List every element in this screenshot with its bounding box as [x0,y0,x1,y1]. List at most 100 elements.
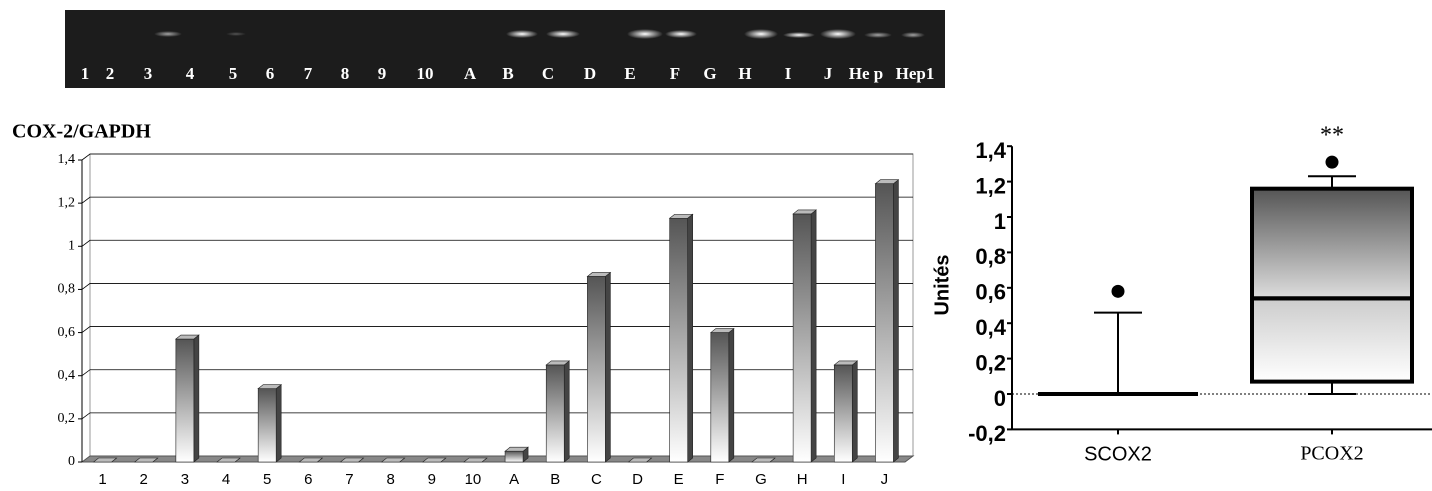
x-tick-label: 8 [386,471,394,488]
lane-label: E [624,64,635,83]
x-tick-label: 6 [304,471,312,488]
grid-line [81,283,913,290]
bar-side [193,334,200,463]
bar-top [133,457,159,463]
band [783,32,815,38]
bar [504,450,524,463]
box-lower [1250,296,1414,384]
bar-top [792,209,817,215]
lane-label: F [670,64,680,83]
x-tick-label: 2 [140,471,148,488]
bar-side [275,384,282,463]
bar-top [257,384,283,389]
x-tick-label: F [715,471,724,488]
grid-line [81,412,913,420]
lane-label: 5 [229,64,238,83]
bar-top [627,457,653,463]
y-tick-label: 1,2 [58,195,76,210]
floor [80,455,915,463]
band [226,32,246,36]
x-tick-label: G [755,471,767,488]
bar-top [216,457,241,463]
bar [792,213,812,463]
y-tick-label: 1,4 [975,138,1006,163]
bar-top [175,334,200,340]
box-upper [1250,186,1414,301]
y-tick-label: 1 [994,209,1006,234]
gel-background [65,10,945,88]
lane-label: He p [849,64,883,83]
bar-side [687,213,693,463]
bar [587,276,606,463]
x-tick-label: E [674,471,684,488]
x-tick-label: 3 [181,471,189,488]
bar-top [586,272,612,277]
annotation: ** [1320,123,1344,149]
bar-top [298,457,324,463]
band [627,29,663,39]
chart-title: COX-2/GAPDH [12,121,151,143]
lane-label: 3 [144,64,153,83]
band [901,32,925,38]
y-tick-label: 0,6 [58,325,76,340]
y-tick-label: 0,2 [975,350,1006,375]
grid-line [81,196,913,204]
x-tick-label: D [632,471,643,488]
y-tick-label: 0,4 [975,315,1006,340]
lane-label: C [542,64,554,83]
band [154,31,182,37]
bar-top [339,457,365,463]
x-tick-label: 7 [345,471,353,488]
bar-side [810,209,817,463]
bar-top [380,457,406,463]
bar-top [463,457,488,463]
bar [175,338,195,463]
x-tick-label: J [881,471,889,488]
x-tick-label: H [797,471,808,488]
lane-label: H [738,64,751,83]
x-tick-label: I [841,471,845,488]
lane-label: 4 [186,64,195,83]
lane-label: D [584,64,596,83]
bar [669,217,688,463]
x-tick-label: A [509,471,519,488]
bar [710,332,730,463]
bar-top [421,457,447,463]
lane-label: 7 [304,64,313,83]
bar-side [563,360,570,463]
band [744,29,778,39]
y-tick-label: 0,8 [975,244,1006,269]
lane-label: A [464,64,477,83]
outlier [1111,284,1125,298]
x-tick-label: 10 [465,471,482,488]
bar-side [893,179,899,463]
grid-line [81,326,913,333]
band [506,30,538,38]
grid-line [81,153,913,161]
lane-label: J [824,64,833,83]
band [546,30,580,38]
y-tick-label: -0,2 [968,421,1006,446]
lane-label: 6 [266,64,275,83]
bar [875,183,894,463]
y-tick-label: 1,2 [975,173,1006,198]
lane-label: 1 [81,64,90,83]
gel-image [65,10,945,88]
gel-bands [154,29,925,39]
bar-top [874,179,900,185]
y-tick-label: 1 [68,239,75,254]
y-tick-label: 0,8 [58,282,76,297]
x-tick-label: 9 [428,471,436,488]
y-tick-label: 0,2 [58,411,76,426]
x-tick-label: 1 [98,471,106,488]
lane-label: 8 [341,64,350,83]
x-tick-label: PCOX2 [1300,443,1363,465]
y-axis-title: Unités [931,254,953,315]
grid-line [81,369,913,377]
lane-label: 2 [106,64,115,83]
x-tick-label: B [550,471,560,488]
bar-top [504,446,529,452]
x-tick-label: C [591,471,602,488]
y-tick-label: 0,6 [975,280,1006,305]
